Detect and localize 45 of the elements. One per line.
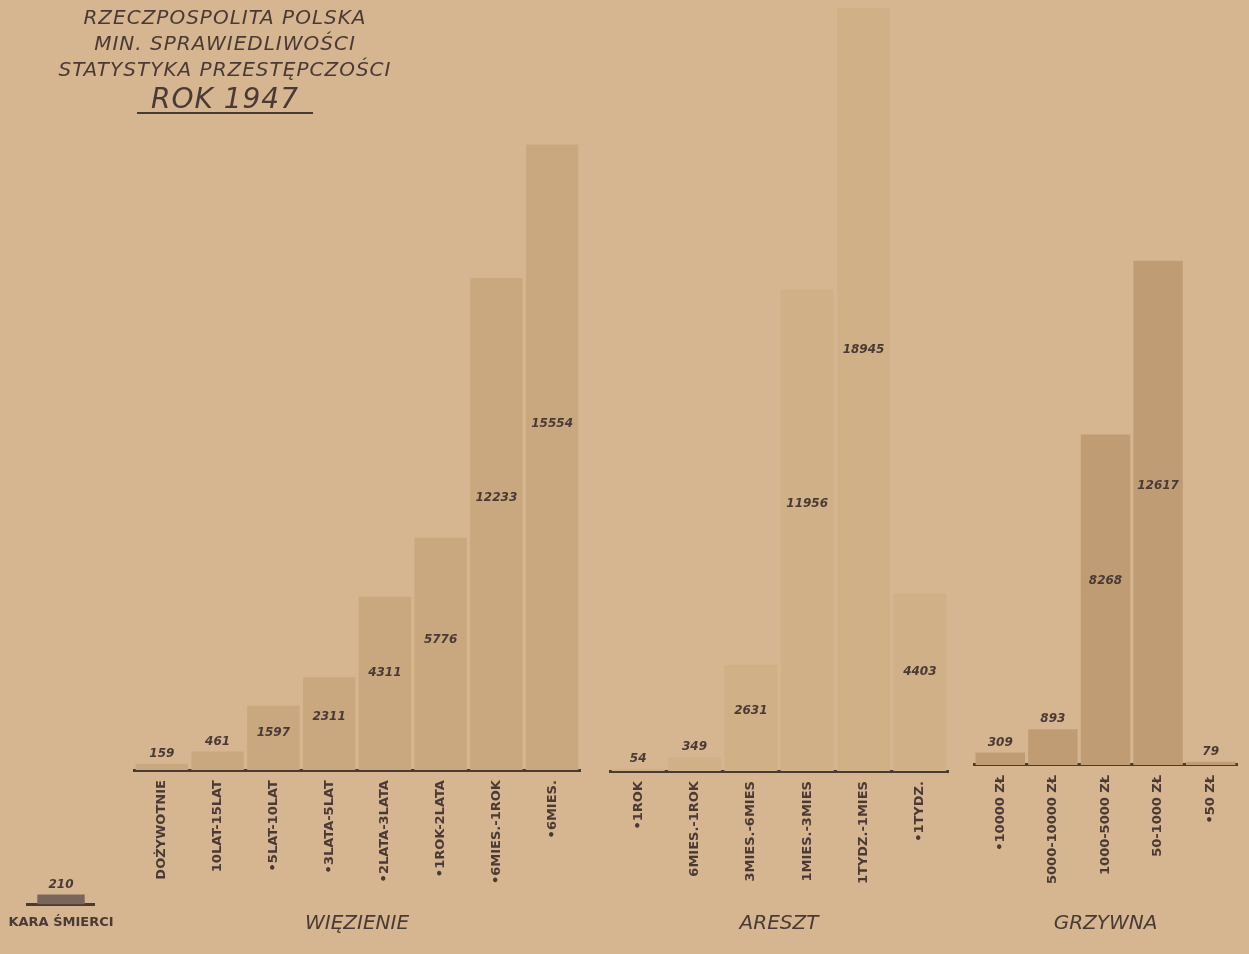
data-label: 11956: [786, 496, 829, 511]
x-axis-title: GRZYWNA: [1053, 910, 1158, 935]
x-tick-label: •1ROK-2LATA: [432, 780, 447, 878]
data-label: 461: [204, 733, 231, 748]
data-label: 2631: [734, 702, 768, 717]
x-tick-label: 1TYDZ.-1MIES: [854, 781, 870, 885]
data-label: 12233: [475, 489, 518, 504]
data-label: 309: [987, 734, 1013, 749]
x-tick-label: 50-1000 ZŁ: [1149, 774, 1165, 857]
data-label: 349: [681, 739, 708, 754]
x-tick-label: KARA ŚMIERCI: [8, 913, 114, 929]
x-tick-label: •1ROK: [629, 780, 645, 830]
data-label: 1597: [256, 724, 291, 739]
data-label: 2311: [312, 709, 346, 724]
data-label: 18945: [842, 341, 885, 356]
data-label: 4311: [367, 664, 402, 679]
x-tick-label: 5000-10000 ZŁ: [1044, 774, 1060, 885]
x-tick-label: 1000-5000 ZŁ: [1096, 774, 1112, 875]
data-label: 5776: [423, 632, 458, 647]
chart-title: RZECZPOSPOLITA POLSKA MIN. SPRAWIEDLIWOŚCI STATYSTYKA PRZESTĘPCZOŚCI: [57, 4, 393, 82]
x-tick-label: •50 ZŁ: [1202, 774, 1218, 824]
x-axis-title: WIĘZIENIE: [304, 910, 410, 935]
x-tick-label: •10000 ZŁ: [991, 774, 1007, 851]
data-label: 4403: [902, 663, 937, 678]
data-label: 8268: [1088, 573, 1123, 588]
data-label: 54: [629, 751, 647, 766]
x-tick-label: •3LATA-5LAT: [320, 779, 336, 874]
x-tick-label: •1TYDZ.: [911, 781, 927, 842]
x-tick-label: •6MIES.-1ROK: [487, 779, 503, 884]
x-tick-label: •6MIES.: [543, 780, 559, 839]
x-tick-label: •2LATA-3LATA: [376, 780, 392, 883]
x-axis-title: ARESZT: [737, 910, 821, 935]
x-tick-label: •5LAT-10LAT: [264, 779, 280, 872]
data-label: 893: [1040, 711, 1066, 726]
x-tick-label: 3MIES.-6MIES: [742, 781, 758, 882]
x-tick-label: 6MIES.-1ROK: [685, 780, 701, 877]
data-label: 15554: [531, 416, 573, 431]
chart-subtitle: ROK 1947: [150, 82, 300, 115]
data-label: 159: [149, 745, 175, 760]
data-label: 79: [1202, 743, 1220, 758]
data-label: 12617: [1137, 477, 1180, 492]
data-label: 210: [48, 876, 74, 891]
x-tick-label: 1MIES.-3MIES: [798, 781, 814, 882]
x-tick-label: DOŻYWOTNIE: [153, 780, 169, 880]
x-tick-label: 10LAT-15LAT: [209, 779, 224, 873]
